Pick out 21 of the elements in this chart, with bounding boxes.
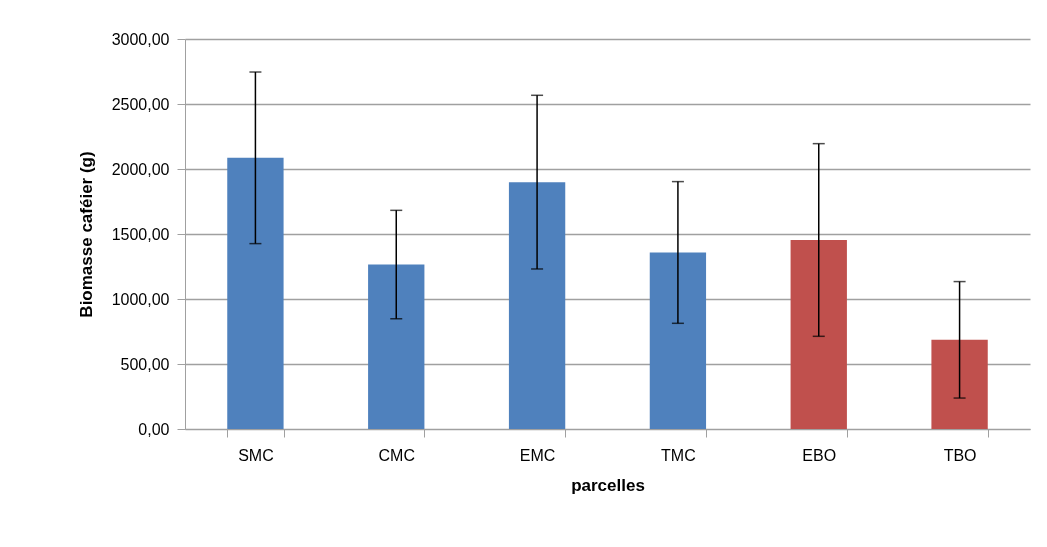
x-tick-label: EMC [519,446,556,464]
bar [649,252,707,429]
bar [790,239,847,429]
y-tick-label: 500,00 [120,355,170,373]
bar [931,339,988,429]
y-tick-label: 2000,00 [111,160,170,178]
x-axis-title: parcelles [571,475,645,495]
x-tick-label: EBO [802,446,837,464]
y-tick-label: 1500,00 [111,225,170,243]
y-tick-label: 2500,00 [111,95,170,113]
x-tick-label: CMC [378,446,415,464]
y-axis-title: Biomasse caféier (g) [76,151,96,318]
bar [227,157,284,429]
x-tick-label: SMC [238,446,274,464]
bar [508,182,566,429]
x-tick-label: TBO [943,446,977,464]
x-tick-label: TMC [661,446,696,464]
y-tick-label: 3000,00 [111,30,170,48]
y-tick-label: 1000,00 [111,290,170,308]
bar [368,264,425,429]
y-tick-label: 0,00 [138,420,170,438]
